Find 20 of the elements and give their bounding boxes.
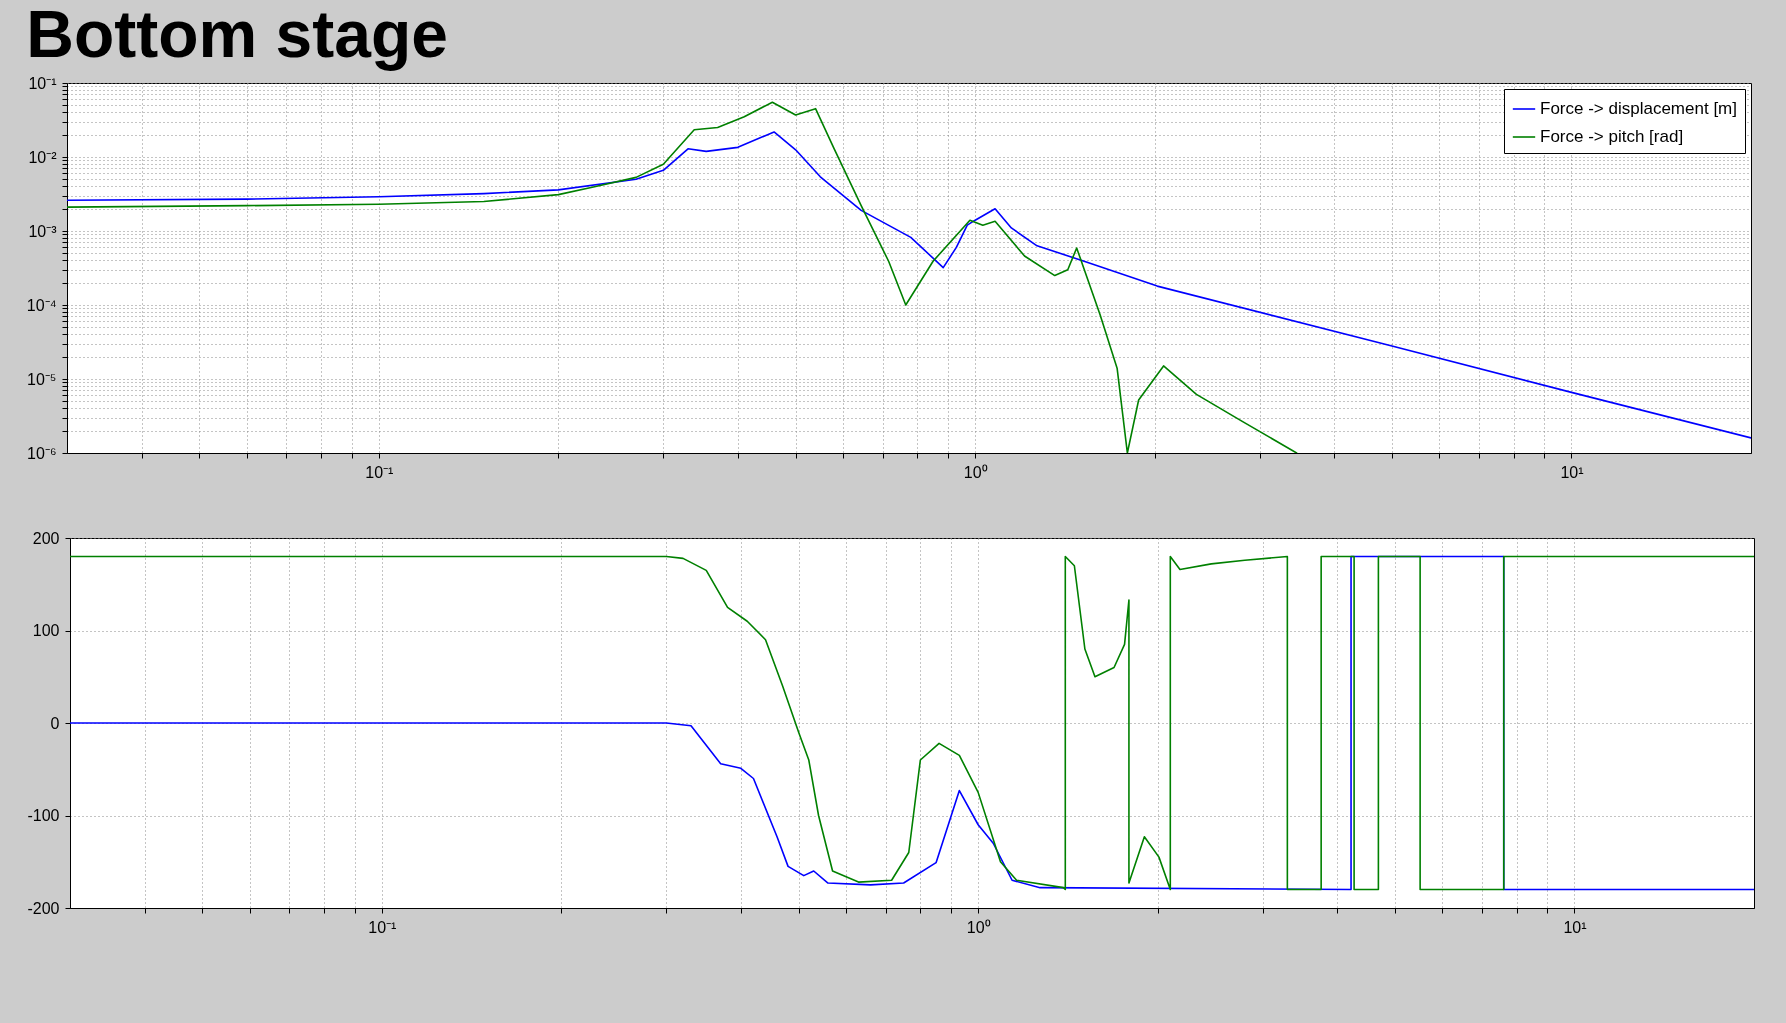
y-tick-label: 100 [32, 622, 60, 639]
y-tick-label: 200 [32, 529, 60, 547]
x-tick-label: 10⁻¹ [365, 463, 394, 481]
y-tick-label: 0 [50, 714, 60, 732]
legend-label: Force -> displacement [m] [1540, 99, 1737, 118]
y-tick-label: 10⁻² [28, 148, 58, 166]
y-tick-label: 10⁻⁵ [27, 370, 57, 388]
y-tick-label: -200 [27, 899, 60, 917]
x-tick-label: 10⁰ [966, 918, 991, 936]
chart-title: Bottom stage [26, 0, 449, 71]
x-tick-label: 10⁻¹ [368, 918, 397, 936]
y-tick-label: 10⁻⁶ [27, 444, 57, 462]
y-tick-label: 10⁻⁴ [26, 296, 57, 314]
legend-label: Force -> pitch [rad] [1540, 127, 1684, 146]
x-tick-label: 10¹ [1563, 918, 1587, 936]
x-tick-label: 10¹ [1560, 463, 1584, 481]
x-tick-label: 10⁰ [963, 463, 988, 481]
y-tick-label: 10⁻³ [28, 222, 58, 240]
y-tick-label: -100 [27, 807, 60, 824]
y-tick-label: 10⁻¹ [28, 74, 57, 92]
